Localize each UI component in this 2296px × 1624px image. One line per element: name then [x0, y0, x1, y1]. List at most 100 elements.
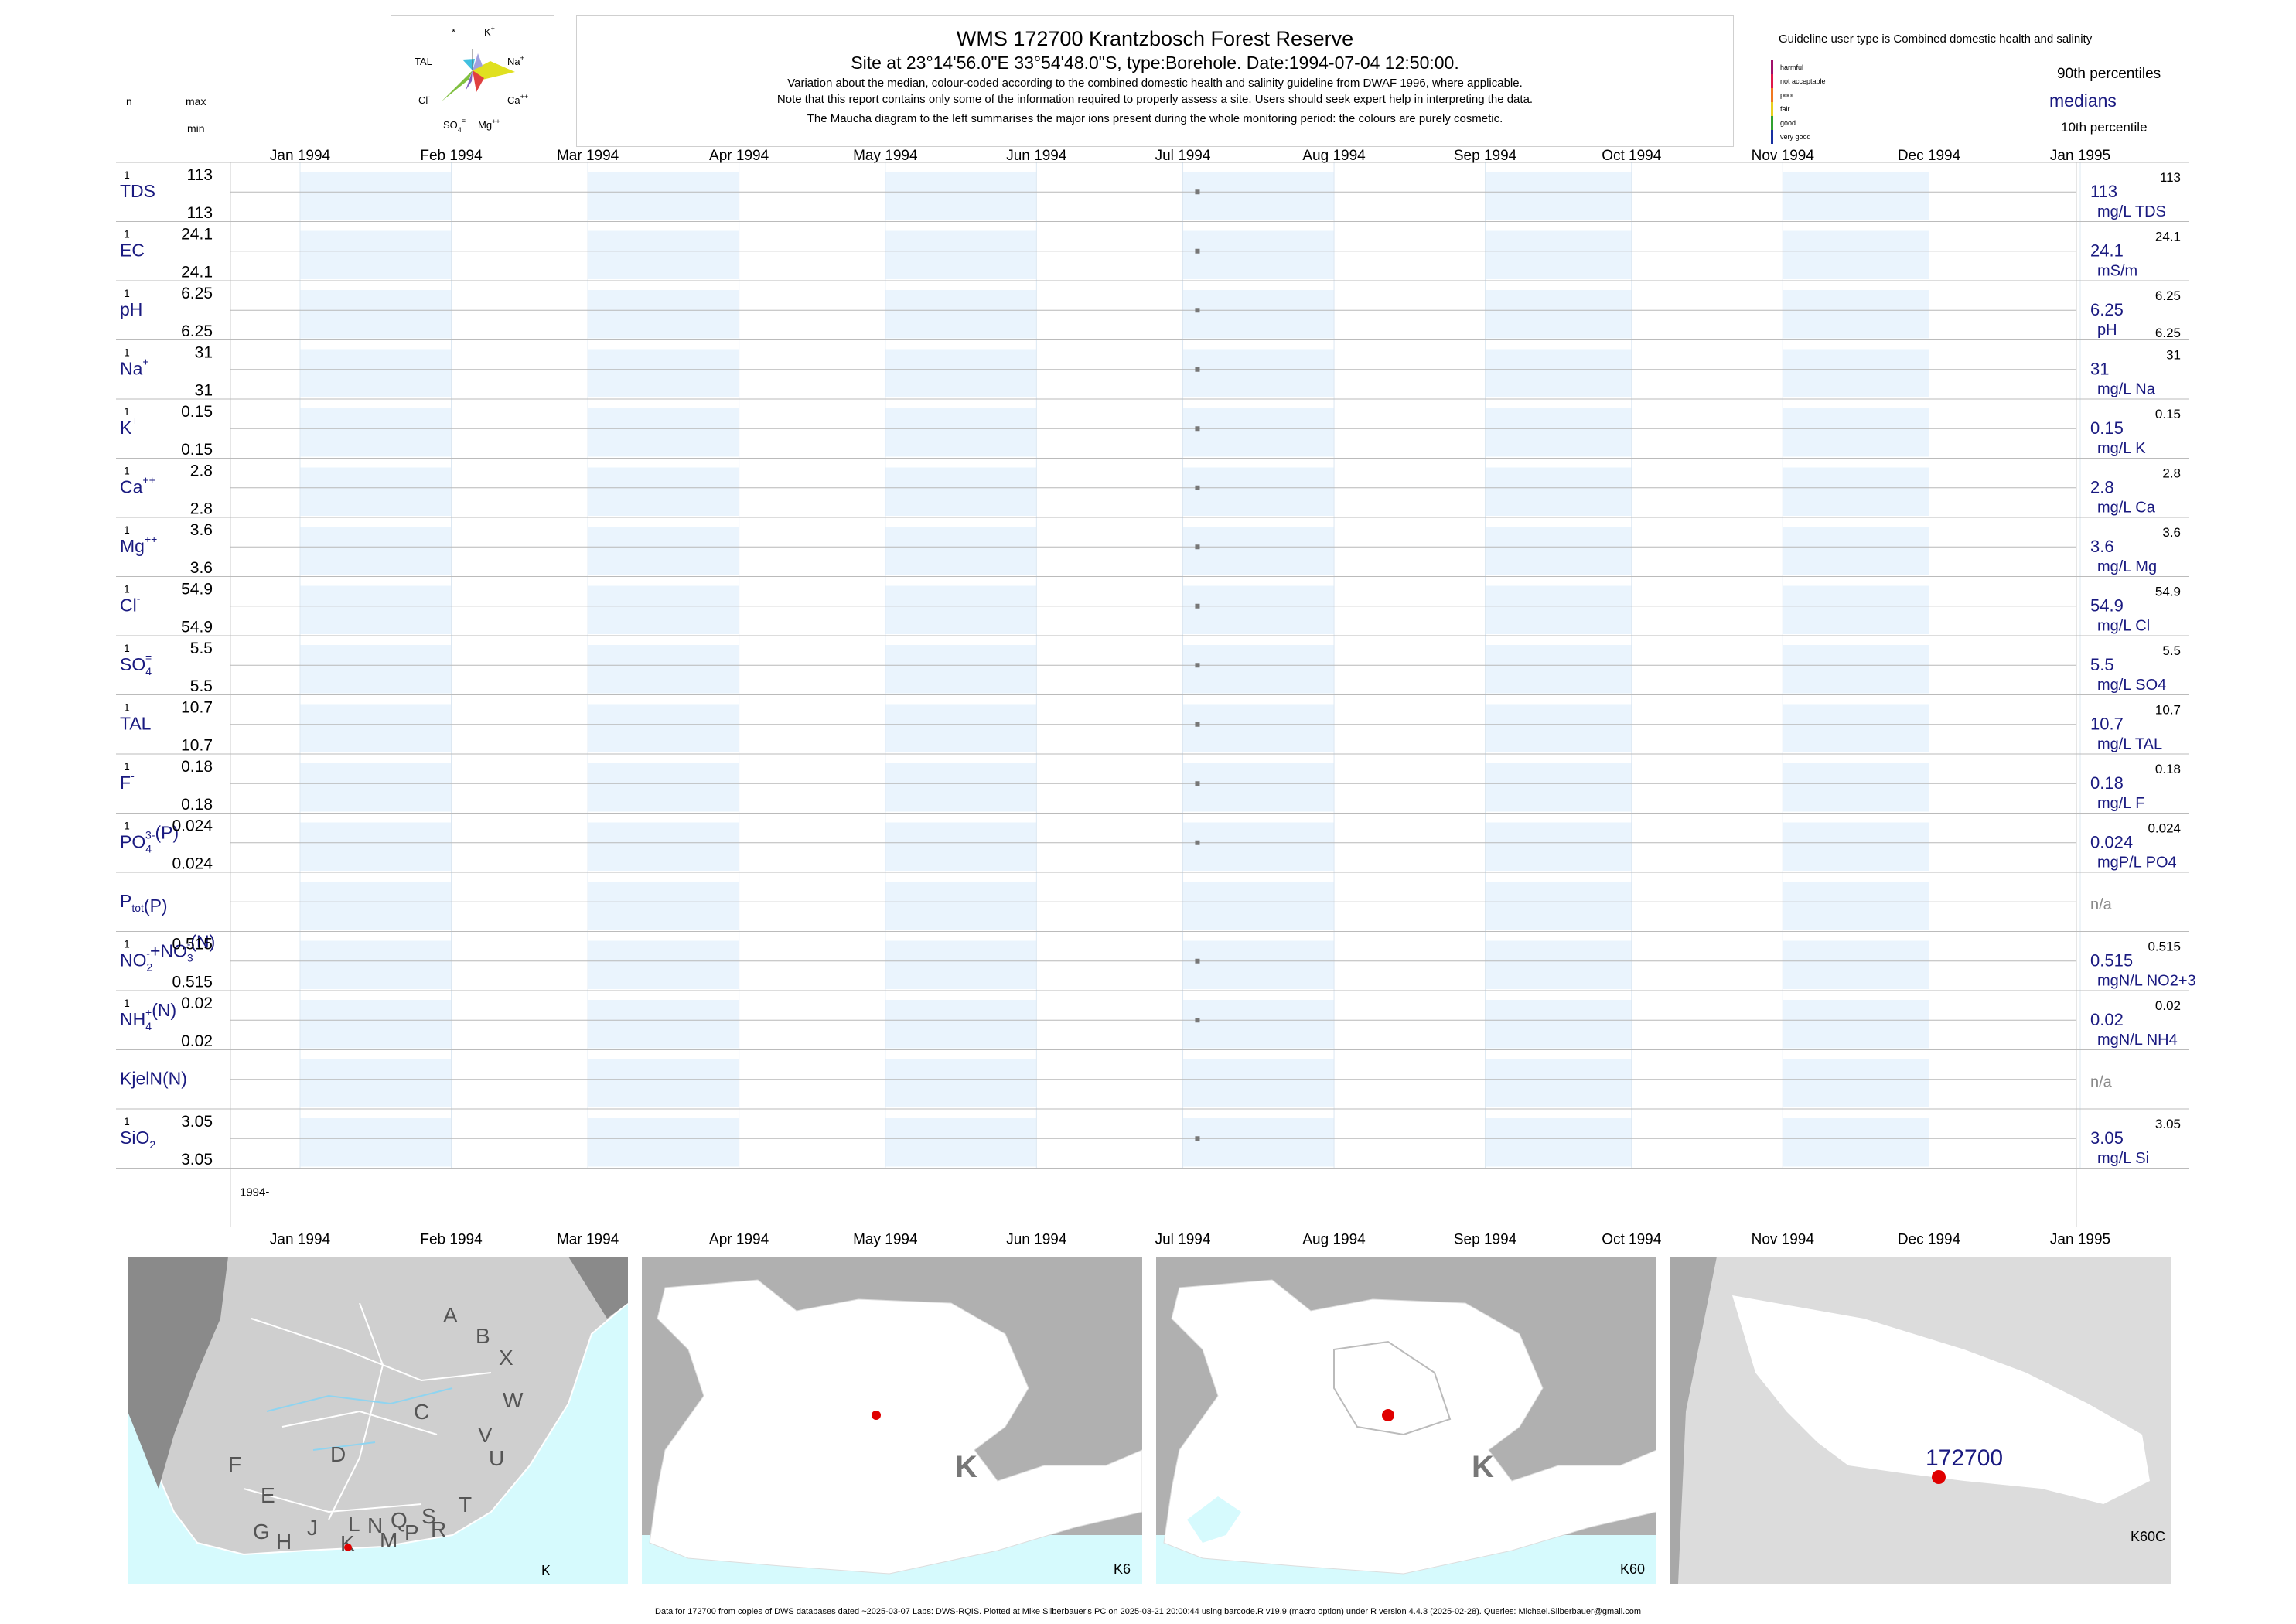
legend-category-label: harmful — [1780, 63, 1804, 71]
legend-color-swatch — [1771, 116, 1773, 130]
p90-value: 24.1 — [2155, 230, 2181, 244]
p90-value: 113 — [2160, 170, 2181, 185]
param-min: 54.9 — [181, 619, 213, 636]
month-band — [1783, 822, 1929, 871]
param-label-tal: TAL — [120, 714, 152, 734]
maucha-k-label: K — [484, 26, 491, 38]
sample-point — [1195, 544, 1200, 550]
month-band — [588, 172, 739, 220]
month-band — [588, 645, 739, 694]
month-band — [300, 940, 452, 989]
svg-text:K+: K+ — [484, 25, 495, 38]
sample-point — [1195, 958, 1200, 964]
month-band — [885, 645, 1037, 694]
x-tick-label-top: May 1994 — [853, 148, 918, 164]
legend-color-swatch — [1771, 74, 1773, 88]
month-band — [588, 822, 739, 871]
month-band — [1783, 349, 1929, 397]
median-unit: mgN/L NH4 — [2097, 1032, 2178, 1049]
month-band — [1485, 349, 1632, 397]
month-band — [300, 704, 452, 752]
param-n: 1 — [124, 169, 130, 181]
median-unit: mg/L Mg — [2097, 558, 2157, 575]
median-unit: mg/L K — [2097, 440, 2146, 457]
month-band — [1783, 408, 1929, 457]
p90-value: 0.515 — [2148, 940, 2181, 954]
median-unit: mgN/L NO2+3 — [2097, 973, 2196, 990]
sample-point — [1195, 189, 1200, 195]
x-tick-label-bottom: Apr 1994 — [709, 1232, 769, 1248]
month-band — [1783, 585, 1929, 634]
note-1: Variation about the median, colour-coded… — [787, 77, 1523, 90]
legend-category-label: very good — [1780, 133, 1811, 141]
maucha-star-label: * — [452, 26, 455, 38]
param-max: 0.02 — [181, 995, 213, 1012]
map-k60c-site-label: 172700 — [1926, 1445, 2003, 1471]
month-band — [1182, 1059, 1335, 1107]
p90-value: 2.8 — [2162, 466, 2181, 481]
param-n: 1 — [124, 465, 130, 477]
svg-text:Na+: Na+ — [507, 54, 524, 67]
median-unit: mg/L Si — [2097, 1150, 2149, 1167]
x-tick-label-top: Nov 1994 — [1752, 148, 1815, 164]
month-band — [1783, 1059, 1929, 1107]
median-value: 10.7 — [2090, 715, 2124, 734]
sample-point — [1195, 1136, 1200, 1141]
x-tick-label-bottom: Oct 1994 — [1602, 1232, 1662, 1248]
month-band — [1182, 230, 1335, 279]
month-band — [1485, 1059, 1632, 1107]
month-band — [300, 645, 452, 694]
month-band — [300, 1118, 452, 1167]
param-label-ph: pH — [120, 299, 142, 319]
month-band — [885, 527, 1037, 575]
maucha-svg: * K+ TAL Na+ Cl- Ca++ SO4= Mg++ — [415, 25, 528, 134]
month-band — [300, 230, 452, 279]
map-k6-big: K — [955, 1450, 977, 1484]
legend-color-swatch — [1771, 60, 1773, 74]
month-band — [588, 290, 739, 339]
param-min: 0.024 — [172, 855, 213, 873]
param-min: 0.515 — [172, 974, 213, 991]
maucha-cl-label: Cl — [418, 94, 428, 106]
maucha-na-petal — [473, 61, 515, 80]
sample-point — [1195, 367, 1200, 372]
param-label-kjelnn: KjelN(N) — [120, 1069, 187, 1089]
median-unit: mg/L Ca — [2097, 500, 2156, 517]
param-n: 1 — [124, 1115, 130, 1128]
median-value: 0.18 — [2090, 773, 2124, 793]
param-n: 1 — [124, 405, 130, 418]
month-band — [300, 467, 452, 516]
month-band — [1783, 645, 1929, 694]
median-value: 24.1 — [2090, 241, 2124, 261]
param-max: 0.515 — [172, 936, 213, 954]
sample-point — [1195, 722, 1200, 727]
param-max: 0.15 — [181, 403, 213, 421]
param-na: n/a — [2090, 1074, 2113, 1091]
month-band — [885, 1000, 1037, 1049]
map-region-V: V — [478, 1423, 493, 1447]
param-n: 1 — [124, 938, 130, 950]
param-label-mg: Mg++ — [120, 533, 157, 556]
month-band — [300, 172, 452, 220]
param-min: 0.18 — [181, 796, 213, 814]
median-unit: mg/L TAL — [2097, 736, 2162, 753]
month-band — [1485, 822, 1632, 871]
param-label-k: K+ — [120, 415, 138, 438]
maucha-cl-petal — [442, 70, 473, 101]
maucha-tal-petal — [462, 59, 475, 70]
map-region-P: P — [404, 1520, 419, 1544]
legend-color-swatch — [1771, 102, 1773, 116]
param-max: 3.6 — [190, 521, 213, 539]
median-unit: mg/L Na — [2097, 381, 2156, 398]
param-max: 54.9 — [181, 581, 213, 599]
month-band — [1485, 1118, 1632, 1167]
median-value: 0.02 — [2090, 1010, 2124, 1029]
x-tick-label-bottom: Jan 1994 — [270, 1232, 331, 1248]
param-max: 24.1 — [181, 226, 213, 244]
sample-point — [1195, 781, 1200, 786]
svg-text:Mg++: Mg++ — [478, 118, 500, 131]
map-k60-label: K60 — [1620, 1561, 1645, 1577]
map-region-D: D — [330, 1442, 346, 1466]
param-max: 0.024 — [172, 817, 213, 835]
